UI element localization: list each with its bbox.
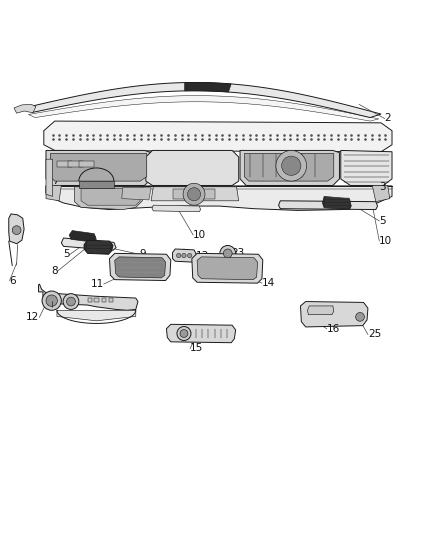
Text: 11: 11 <box>91 279 104 289</box>
Text: 2: 2 <box>385 114 391 124</box>
Polygon shape <box>61 238 116 251</box>
Polygon shape <box>44 121 392 152</box>
Text: 5: 5 <box>379 216 386 226</box>
Text: 12: 12 <box>26 312 39 322</box>
Circle shape <box>67 297 75 306</box>
Text: 23: 23 <box>231 248 244 259</box>
Circle shape <box>356 312 364 321</box>
Text: 13: 13 <box>195 251 208 261</box>
Polygon shape <box>84 240 113 254</box>
Polygon shape <box>50 154 147 181</box>
Polygon shape <box>151 187 239 201</box>
Polygon shape <box>57 161 72 167</box>
Polygon shape <box>94 298 99 302</box>
Polygon shape <box>110 253 171 280</box>
Text: 25: 25 <box>368 329 381 340</box>
Circle shape <box>180 329 188 337</box>
Text: 10: 10 <box>379 236 392 246</box>
Text: 3: 3 <box>379 182 386 192</box>
Polygon shape <box>69 231 96 242</box>
Polygon shape <box>240 150 339 185</box>
Text: 10: 10 <box>193 230 206 240</box>
Polygon shape <box>28 95 379 121</box>
Polygon shape <box>9 214 24 244</box>
Polygon shape <box>300 302 368 327</box>
Polygon shape <box>46 159 53 197</box>
Text: 7: 7 <box>53 176 59 185</box>
Text: 9: 9 <box>139 249 146 259</box>
Polygon shape <box>14 104 36 113</box>
Polygon shape <box>81 189 140 205</box>
Text: 14: 14 <box>262 278 275 288</box>
Circle shape <box>177 327 191 341</box>
Circle shape <box>223 249 232 258</box>
Circle shape <box>282 156 301 175</box>
Polygon shape <box>24 83 381 118</box>
Polygon shape <box>146 150 239 185</box>
Polygon shape <box>372 185 390 201</box>
Polygon shape <box>79 181 114 188</box>
Polygon shape <box>279 201 378 209</box>
Circle shape <box>63 294 79 310</box>
Polygon shape <box>173 189 215 199</box>
Polygon shape <box>109 298 113 302</box>
Polygon shape <box>102 298 106 302</box>
Circle shape <box>187 188 201 201</box>
Polygon shape <box>341 150 392 185</box>
Polygon shape <box>192 253 263 283</box>
Circle shape <box>187 253 192 258</box>
Polygon shape <box>46 186 392 211</box>
Polygon shape <box>115 257 166 278</box>
Polygon shape <box>79 161 94 167</box>
Circle shape <box>276 150 307 181</box>
Polygon shape <box>307 306 334 314</box>
Text: 15: 15 <box>190 343 203 353</box>
Text: 8: 8 <box>51 266 58 276</box>
Circle shape <box>182 253 186 258</box>
Polygon shape <box>122 188 151 200</box>
Polygon shape <box>74 187 142 209</box>
Text: 16: 16 <box>327 324 340 334</box>
Circle shape <box>42 291 61 310</box>
Polygon shape <box>39 284 138 310</box>
Polygon shape <box>46 150 151 185</box>
Polygon shape <box>68 161 83 167</box>
Text: 5: 5 <box>64 249 70 259</box>
Circle shape <box>12 226 21 235</box>
Text: 6: 6 <box>10 276 16 286</box>
Polygon shape <box>244 154 334 181</box>
Polygon shape <box>83 124 158 152</box>
Polygon shape <box>57 310 136 321</box>
Polygon shape <box>166 324 236 343</box>
Polygon shape <box>88 298 92 302</box>
Circle shape <box>46 295 57 306</box>
Circle shape <box>183 183 205 205</box>
Polygon shape <box>197 257 258 280</box>
Polygon shape <box>46 185 61 201</box>
Circle shape <box>177 253 181 258</box>
Circle shape <box>220 246 236 261</box>
Polygon shape <box>185 83 231 92</box>
Polygon shape <box>173 249 196 262</box>
Polygon shape <box>152 205 201 212</box>
Polygon shape <box>322 197 351 209</box>
